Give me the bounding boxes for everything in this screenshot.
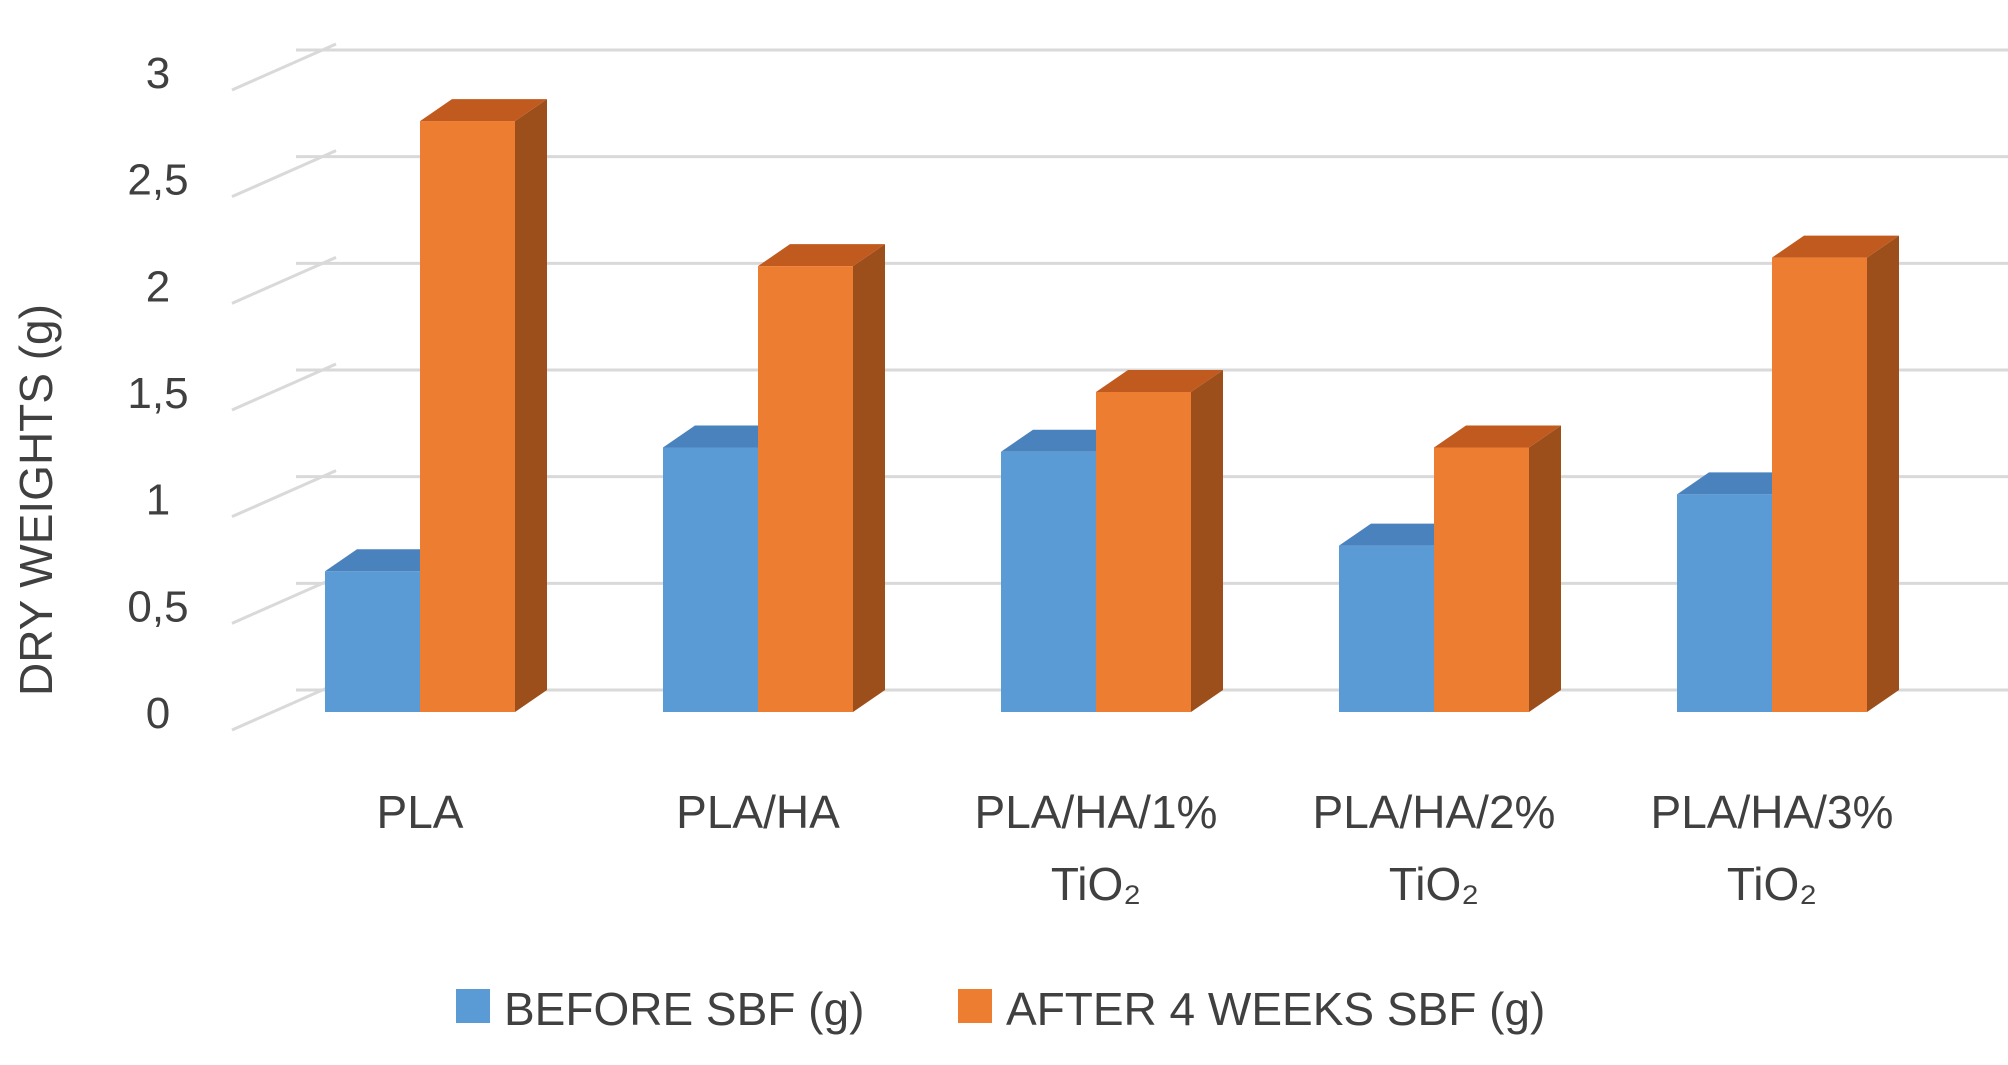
bar-front xyxy=(1677,494,1772,712)
legend-swatch xyxy=(456,989,490,1023)
bar-front xyxy=(1434,447,1529,712)
bar xyxy=(1096,370,1223,712)
bar-front xyxy=(1339,545,1434,712)
x-category-label: PLA xyxy=(377,786,464,838)
legend-item: AFTER 4 WEEKS SBF (g) xyxy=(958,983,1545,1035)
bar-side xyxy=(853,244,885,712)
bar xyxy=(1434,425,1561,712)
bar-front xyxy=(420,121,515,713)
bar-top xyxy=(758,244,885,267)
gridline-depth xyxy=(231,575,337,625)
gridline-depth xyxy=(231,682,337,732)
bar-front xyxy=(1001,451,1096,712)
legend-swatch xyxy=(958,989,992,1023)
legend: BEFORE SBF (g) AFTER 4 WEEKS SBF (g) xyxy=(456,983,1545,1035)
y-tick-label: 0,5 xyxy=(127,582,188,631)
gridline-depth xyxy=(231,42,337,92)
bar-front xyxy=(1096,392,1191,712)
bar xyxy=(420,99,547,713)
gridline-depth xyxy=(231,469,337,519)
bar-front xyxy=(758,266,853,712)
y-tick-label: 2,5 xyxy=(127,156,188,205)
bar-top xyxy=(1772,235,1899,258)
x-category-label: PLA/HA xyxy=(676,786,840,838)
x-category-label: PLA/HA/1% xyxy=(975,786,1218,838)
bar-front xyxy=(663,447,758,712)
gridline-depth xyxy=(231,255,337,305)
gridline-depth xyxy=(231,149,337,199)
y-tick-label: 0 xyxy=(146,689,170,738)
y-tick-label: 1 xyxy=(146,476,170,525)
bar-top xyxy=(1096,370,1223,392)
gridline-depth xyxy=(231,362,337,412)
y-tick-label: 2 xyxy=(146,262,170,311)
x-category-label-line2: TiO₂ xyxy=(1051,858,1141,910)
bars xyxy=(325,99,1899,713)
x-axis-categories: PLA PLA/HA PLA/HA/1% TiO₂ PLA/HA/2% TiO₂ PLA/H… xyxy=(377,786,1894,910)
bar xyxy=(1772,235,1899,712)
x-category-label-line2: TiO₂ xyxy=(1389,858,1479,910)
y-axis-label: DRY WEIGHTS (g) xyxy=(10,304,62,696)
legend-label: AFTER 4 WEEKS SBF (g) xyxy=(1006,983,1545,1035)
x-category-label: PLA/HA/3% xyxy=(1651,786,1894,838)
bar-side xyxy=(1867,235,1899,712)
legend-label: BEFORE SBF (g) xyxy=(504,983,864,1035)
y-axis-ticks: 0 0,5 1 1,5 2 2,5 3 xyxy=(127,49,188,738)
bar-top xyxy=(1434,425,1561,448)
x-category-label: PLA/HA/2% xyxy=(1313,786,1556,838)
bar-side xyxy=(515,99,547,713)
y-tick-label: 1,5 xyxy=(127,369,188,418)
legend-item: BEFORE SBF (g) xyxy=(456,983,864,1035)
bar-front xyxy=(1772,257,1867,712)
bar xyxy=(758,244,885,712)
bar-side xyxy=(1191,370,1223,712)
bar-front xyxy=(325,571,420,712)
bar-top xyxy=(420,99,547,122)
x-category-label-line2: TiO₂ xyxy=(1727,858,1817,910)
bar-side xyxy=(1529,425,1561,712)
y-tick-label: 3 xyxy=(146,49,170,98)
